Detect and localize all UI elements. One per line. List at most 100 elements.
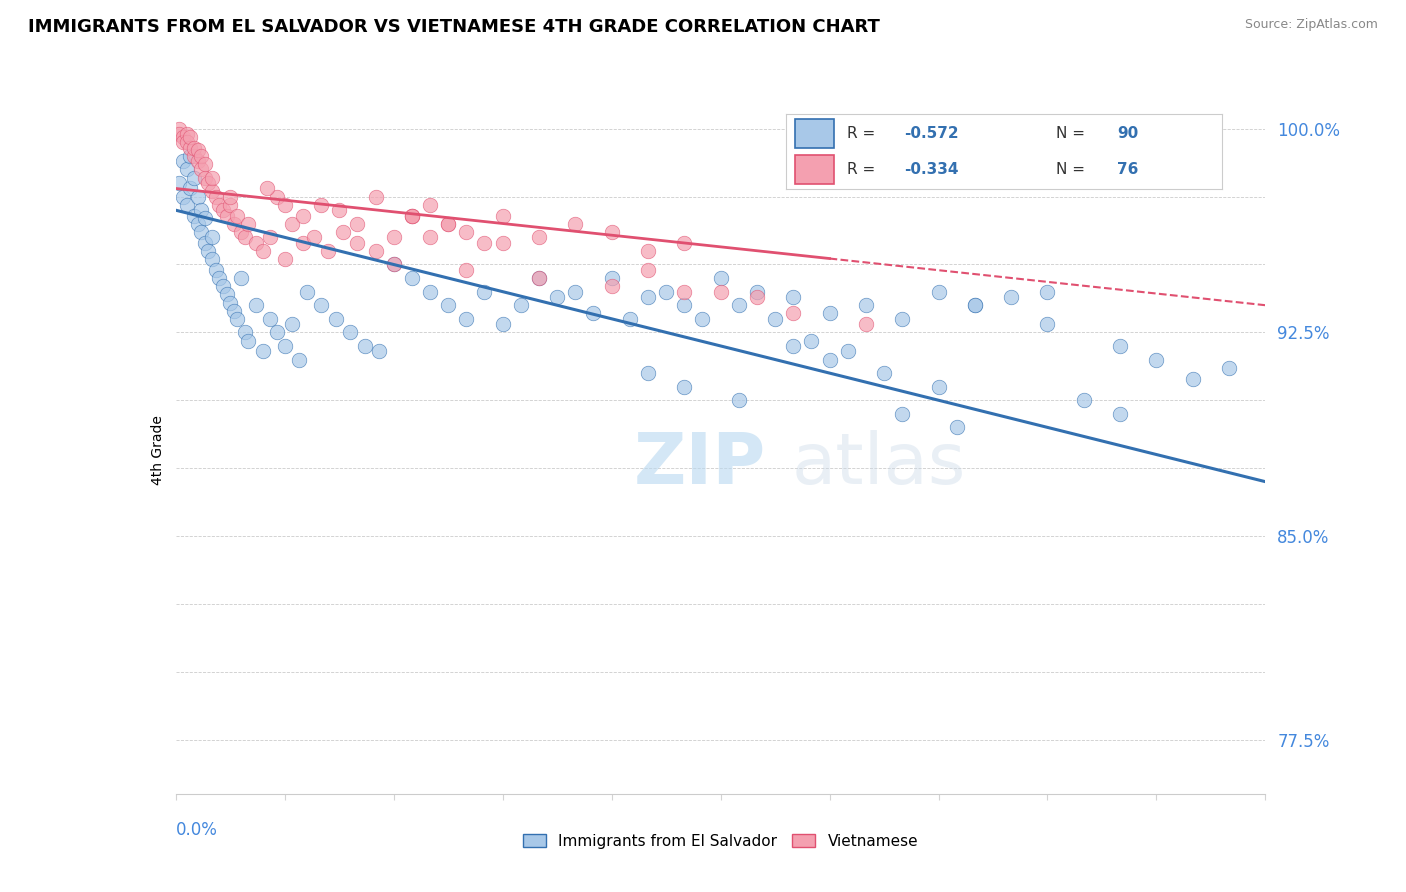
Point: [401, 209, 423, 223]
Point: [245, 235, 267, 250]
Point: [855, 317, 877, 331]
Point: [204, 263, 226, 277]
Point: [382, 258, 405, 272]
Point: [437, 217, 460, 231]
Point: [201, 170, 224, 185]
Point: [233, 230, 256, 244]
Point: [727, 393, 749, 408]
Point: [401, 209, 423, 223]
Point: [169, 121, 191, 136]
Point: [655, 285, 678, 299]
Point: [1146, 352, 1168, 367]
Text: Source: ZipAtlas.com: Source: ZipAtlas.com: [1244, 18, 1378, 31]
Point: [208, 198, 231, 212]
Point: [891, 407, 914, 421]
Point: [637, 263, 659, 277]
Point: [245, 298, 267, 312]
Point: [274, 339, 297, 353]
Point: [201, 184, 224, 198]
Point: [183, 149, 205, 163]
Point: [673, 298, 696, 312]
Point: [837, 344, 859, 359]
Point: [346, 217, 368, 231]
Point: [673, 379, 696, 393]
Point: [226, 311, 249, 326]
Point: [600, 225, 623, 239]
Point: [928, 285, 950, 299]
Point: [818, 352, 841, 367]
Point: [346, 235, 368, 250]
Point: [238, 334, 260, 348]
Point: [186, 154, 209, 169]
Point: [564, 217, 586, 231]
Legend: Immigrants from El Salvador, Vietnamese: Immigrants from El Salvador, Vietnamese: [517, 828, 924, 855]
Point: [492, 209, 515, 223]
Point: [212, 203, 235, 218]
Point: [745, 290, 768, 304]
Point: [353, 339, 375, 353]
Point: [208, 271, 231, 285]
Point: [474, 285, 496, 299]
Point: [509, 298, 531, 312]
Point: [419, 198, 441, 212]
Point: [215, 287, 238, 301]
Point: [215, 209, 238, 223]
Point: [186, 144, 209, 158]
Point: [419, 230, 441, 244]
Point: [855, 298, 877, 312]
Point: [194, 170, 217, 185]
Point: [274, 198, 297, 212]
Point: [527, 230, 550, 244]
Point: [1036, 317, 1059, 331]
Point: [222, 217, 245, 231]
Point: [222, 303, 245, 318]
Point: [176, 136, 198, 150]
Point: [219, 295, 242, 310]
Point: [637, 290, 659, 304]
Point: [600, 279, 623, 293]
Point: [582, 306, 605, 320]
Point: [782, 306, 804, 320]
Y-axis label: 4th Grade: 4th Grade: [150, 416, 165, 485]
Point: [364, 244, 387, 258]
Point: [527, 271, 550, 285]
Point: [637, 366, 659, 380]
Point: [401, 209, 423, 223]
Point: [782, 290, 804, 304]
Point: [179, 181, 201, 195]
Point: [945, 420, 967, 434]
Point: [295, 285, 318, 299]
Point: [259, 230, 281, 244]
Point: [291, 235, 314, 250]
Point: [492, 317, 515, 331]
Point: [281, 217, 304, 231]
Point: [763, 311, 786, 326]
Point: [172, 136, 194, 150]
Point: [212, 279, 235, 293]
Point: [328, 203, 350, 218]
Point: [527, 271, 550, 285]
Point: [194, 235, 217, 250]
Point: [492, 235, 515, 250]
Point: [637, 244, 659, 258]
Point: [673, 285, 696, 299]
Point: [186, 189, 209, 203]
Point: [382, 230, 405, 244]
Point: [252, 244, 274, 258]
Point: [1109, 407, 1132, 421]
Point: [437, 217, 460, 231]
Point: [256, 181, 278, 195]
Point: [419, 285, 441, 299]
Point: [288, 352, 311, 367]
Point: [169, 176, 191, 190]
Point: [231, 225, 253, 239]
Point: [183, 209, 205, 223]
Point: [190, 225, 212, 239]
Point: [201, 230, 224, 244]
Point: [963, 298, 986, 312]
Point: [692, 311, 714, 326]
Point: [332, 225, 354, 239]
Point: [1218, 360, 1240, 375]
Point: [176, 162, 198, 177]
Point: [364, 189, 387, 203]
